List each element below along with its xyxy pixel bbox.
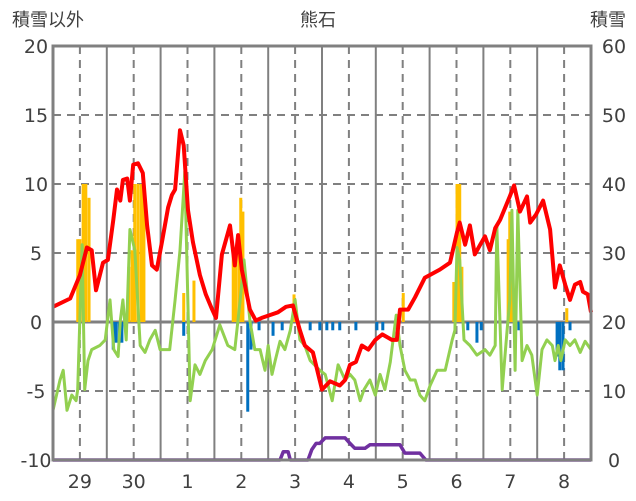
- right-axis-title: 積雪: [590, 10, 626, 31]
- blue-bar: [555, 322, 559, 357]
- left-tick-label: 5: [30, 243, 42, 265]
- x-tick-label: 3: [289, 471, 301, 493]
- blue-bar: [375, 322, 379, 331]
- x-tick-label: 30: [122, 471, 146, 493]
- blue-bar: [271, 322, 275, 336]
- blue-bar: [246, 322, 250, 412]
- orange-bar: [237, 253, 241, 322]
- x-tick-label: 6: [450, 471, 462, 493]
- blue-bar: [475, 322, 479, 343]
- series-line-green: [51, 170, 593, 412]
- blue-bar: [280, 322, 284, 331]
- blue-bar: [308, 322, 312, 331]
- orange-bar: [401, 293, 405, 322]
- blue-bar: [257, 322, 261, 331]
- blue-bar: [381, 322, 385, 331]
- orange-bar: [234, 253, 238, 322]
- series-line-red: [52, 128, 593, 392]
- blue-bar: [568, 322, 572, 331]
- left-tick-label: -5: [27, 381, 46, 403]
- left-tick-label: 0: [30, 312, 42, 334]
- orange-bar: [192, 280, 196, 322]
- blue-bar: [114, 322, 118, 343]
- right-tick-label: 30: [602, 243, 626, 265]
- right-tick-label: 60: [602, 36, 626, 58]
- x-tick-label: 5: [397, 471, 409, 493]
- orange-bar: [136, 184, 140, 322]
- series-line-purple: [53, 436, 591, 462]
- blue-bar: [331, 322, 335, 331]
- left-axis-title: 積雪以外: [12, 10, 84, 31]
- x-tick-label: 1: [181, 471, 193, 493]
- blue-bar: [325, 322, 329, 331]
- blue-bar: [182, 322, 186, 336]
- blue-bar: [517, 322, 521, 331]
- orange-bar: [452, 281, 456, 322]
- orange-bar: [142, 184, 146, 322]
- right-tick-label: 50: [602, 105, 626, 127]
- blue-bar: [120, 322, 124, 343]
- left-tick-label: 15: [24, 105, 48, 127]
- right-tick-label: 40: [602, 174, 626, 196]
- x-tick-label: 7: [504, 471, 516, 493]
- x-tick-label: 2: [235, 471, 247, 493]
- orange-bar: [565, 308, 569, 322]
- orange-bar: [87, 197, 91, 322]
- blue-bar: [338, 322, 342, 331]
- blue-bar: [318, 322, 322, 331]
- orange-bar: [139, 184, 143, 322]
- x-tick-label: 8: [558, 471, 570, 493]
- x-tick-label: 4: [343, 471, 355, 493]
- blue-bar: [479, 322, 483, 331]
- left-tick-label: -10: [20, 450, 51, 472]
- orange-bar: [506, 239, 510, 322]
- lines: [51, 44, 593, 462]
- right-tick-label: 10: [602, 381, 626, 403]
- orange-bar: [130, 250, 134, 322]
- x-tick-label: 29: [68, 471, 92, 493]
- chart-title: 熊石: [300, 10, 336, 31]
- plot-frame: [51, 44, 593, 462]
- right-tick-label: 0: [608, 450, 620, 472]
- orange-bar: [182, 293, 186, 322]
- orange-bar: [231, 253, 235, 322]
- blue-bar: [466, 322, 470, 331]
- left-tick-label: 20: [24, 36, 48, 58]
- blue-bar: [354, 322, 358, 331]
- left-tick-label: 10: [24, 174, 48, 196]
- right-tick-label: 20: [602, 312, 626, 334]
